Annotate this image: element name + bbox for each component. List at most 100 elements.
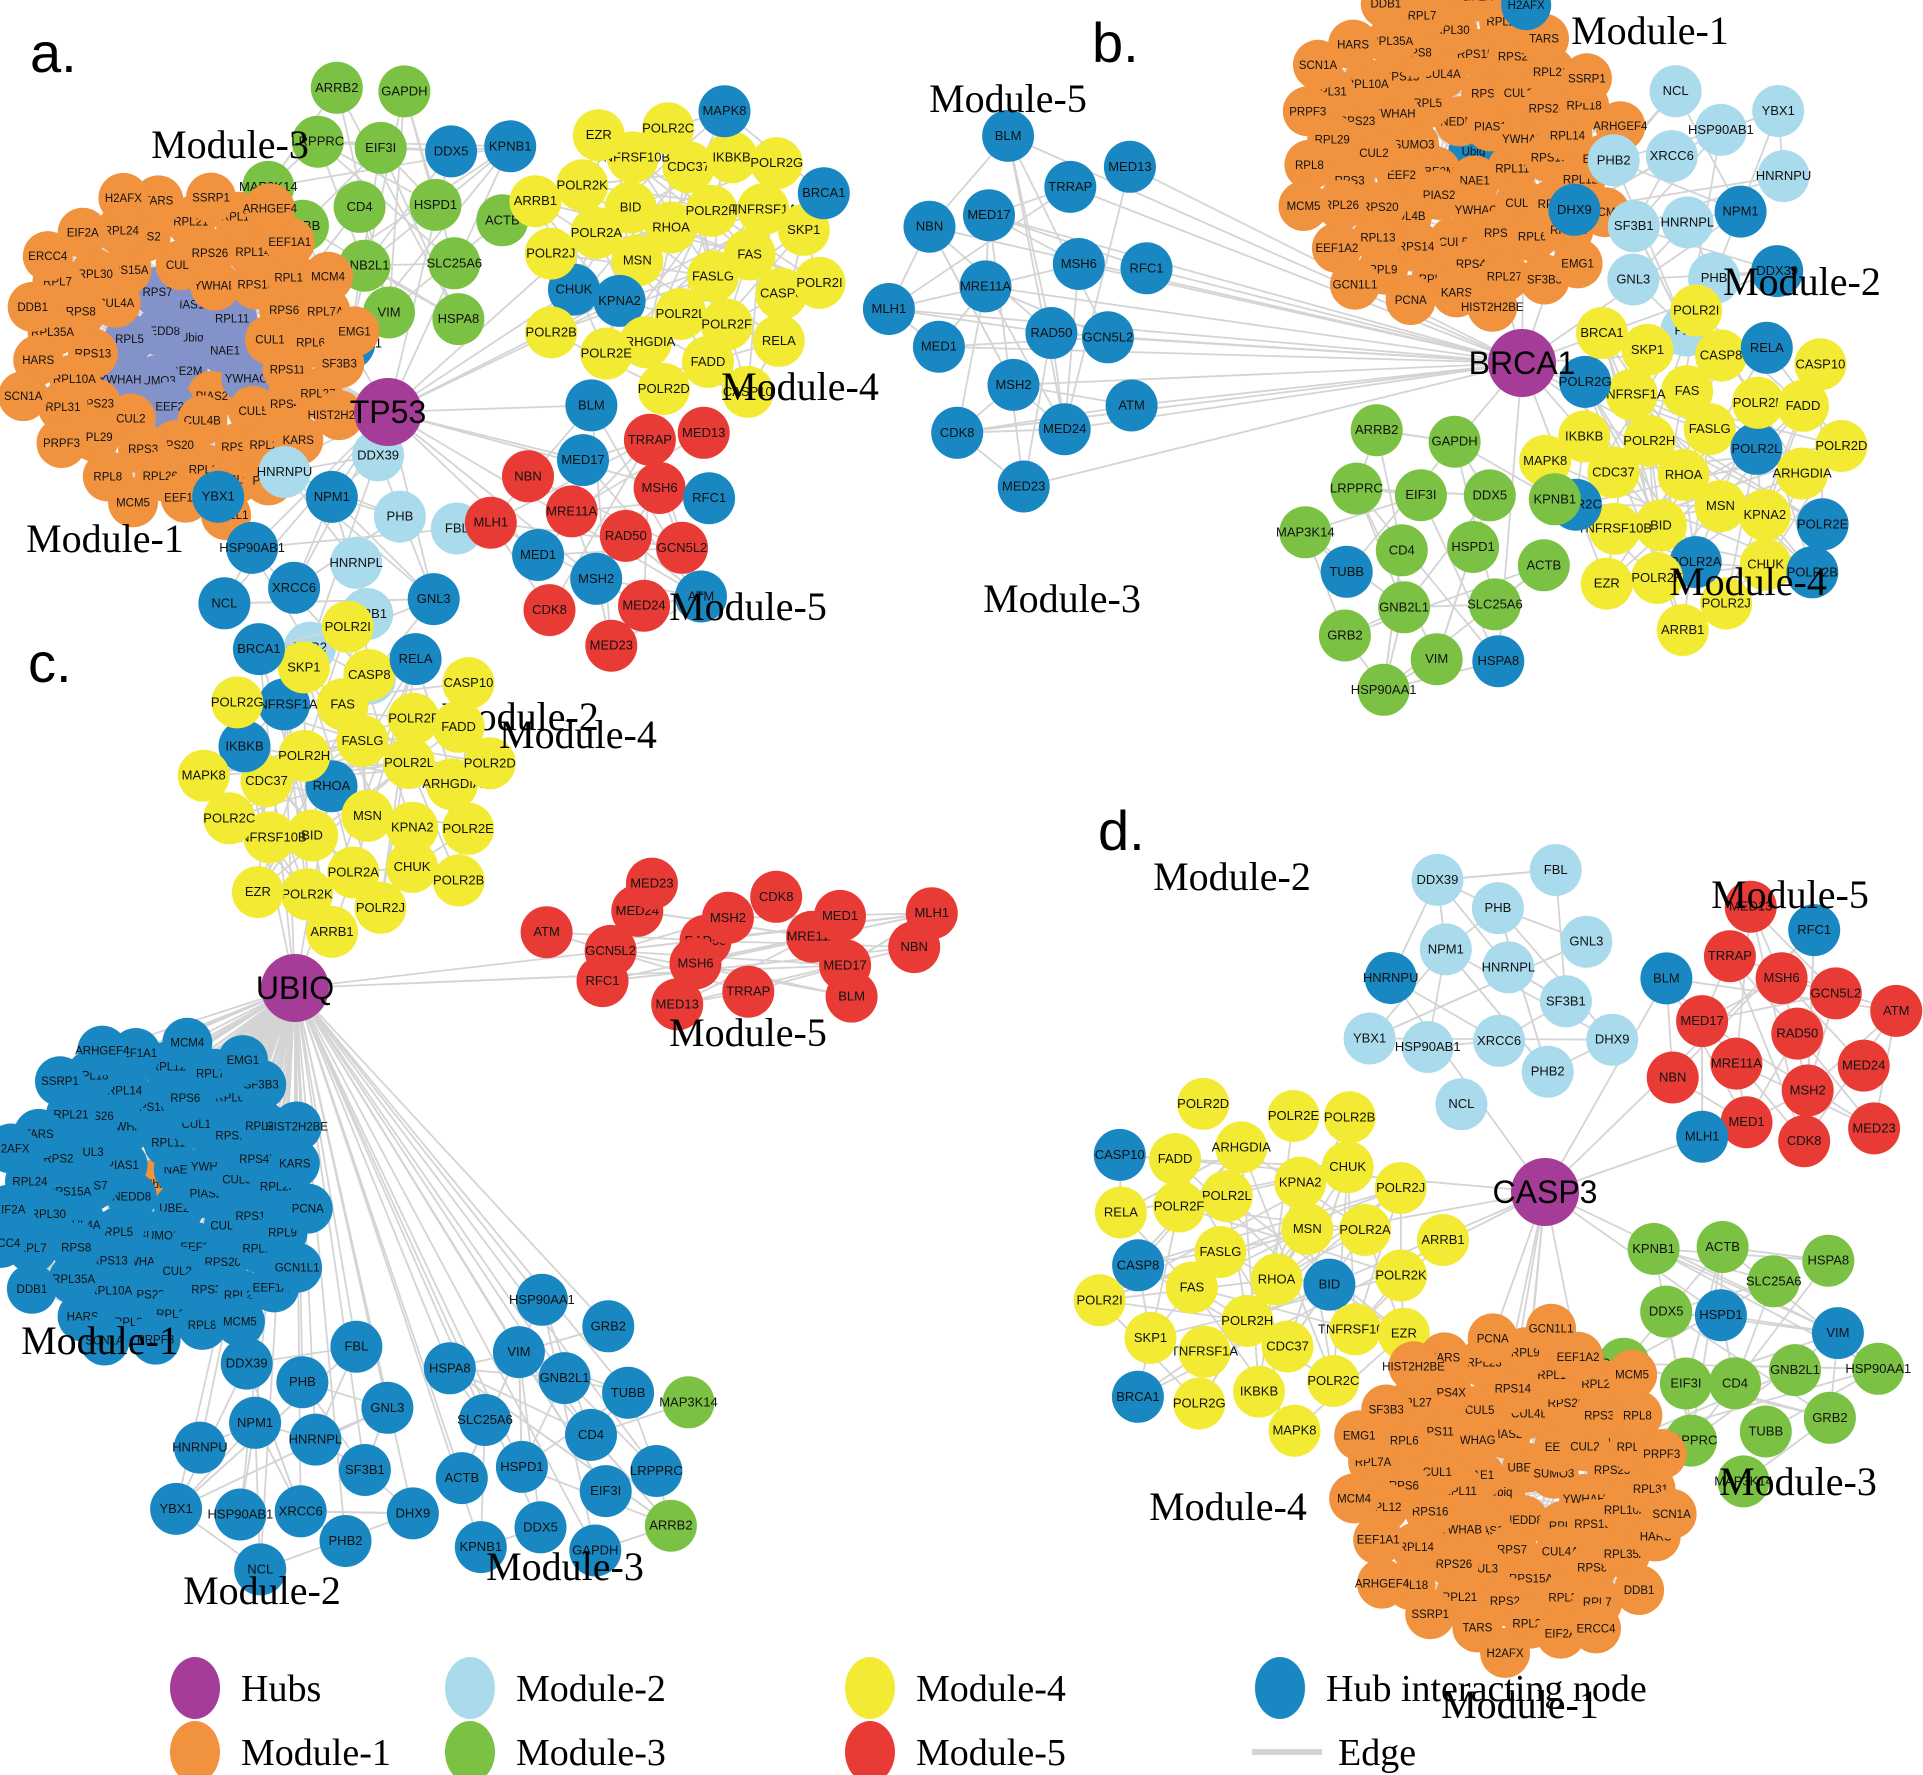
node-circle[interactable] (912, 320, 965, 373)
node-BID[interactable]: BID (1634, 499, 1687, 552)
node-FADD[interactable]: FADD (682, 335, 734, 388)
node-circle[interactable] (722, 965, 775, 1018)
node-circle[interactable] (278, 729, 331, 782)
node-TNFRSF10B[interactable]: TNFRSF10B (1318, 1303, 1392, 1356)
node-circle[interactable] (1094, 1186, 1147, 1239)
node-MED23[interactable]: MED23 (1848, 1102, 1901, 1155)
node-POLR2I[interactable]: POLR2I (1073, 1274, 1126, 1327)
node-circle[interactable] (108, 477, 158, 528)
node-ARHGEF4[interactable]: ARHGEF4 (243, 183, 298, 234)
node-circle[interactable] (1517, 539, 1570, 592)
node-HSP90AA1[interactable]: HSP90AA1 (509, 1273, 575, 1326)
node-POLR2L[interactable]: POLR2L (383, 737, 435, 789)
node-RPL14[interactable]: RPL14 (1391, 1522, 1442, 1573)
node-circle[interactable] (1480, 1627, 1531, 1678)
node-EIF3I[interactable]: EIF3I (354, 121, 407, 174)
node-circle[interactable] (630, 1445, 683, 1497)
node-RAD50[interactable]: RAD50 (1025, 307, 1078, 359)
node-circle[interactable] (1634, 499, 1687, 552)
node-SSRP1[interactable]: SSRP1 (186, 172, 236, 223)
node-EIF3I[interactable]: EIF3I (1659, 1357, 1712, 1410)
node-CDK8[interactable]: CDK8 (523, 584, 576, 637)
node-circle[interactable] (1558, 410, 1611, 463)
node-circle[interactable] (268, 561, 321, 614)
node-HIST2H2BE[interactable]: HIST2H2BE (265, 1101, 328, 1152)
node-circle[interactable] (1529, 844, 1582, 896)
node-circle[interactable] (651, 978, 704, 1031)
node-KPNB1[interactable]: KPNB1 (1627, 1222, 1680, 1275)
node-circle[interactable] (523, 584, 576, 637)
node-circle[interactable] (1614, 1565, 1665, 1615)
node-circle[interactable] (1526, 1303, 1577, 1354)
node-circle[interactable] (611, 234, 664, 287)
node-POLR2A[interactable]: POLR2A (1339, 1204, 1391, 1256)
node-GNL3[interactable]: GNL3 (1560, 915, 1613, 968)
node-circle[interactable] (1081, 311, 1134, 364)
node-POLR2K[interactable]: POLR2K (1375, 1249, 1427, 1302)
node-circle[interactable] (343, 649, 396, 702)
node-ERCC4[interactable]: ERCC4 (22, 231, 73, 282)
node-circle[interactable] (656, 521, 708, 574)
node-circle[interactable] (1646, 1488, 1697, 1539)
node-YBX1[interactable]: YBX1 (1752, 85, 1805, 137)
node-HSP90AB1[interactable]: HSP90AB1 (219, 521, 285, 574)
node-circle[interactable] (1153, 1180, 1206, 1233)
node-circle[interactable] (1378, 581, 1431, 634)
node-circle[interactable] (662, 141, 715, 194)
node-POLR2B[interactable]: POLR2B (525, 306, 578, 359)
node-MED13[interactable]: MED13 (1724, 880, 1777, 933)
node-NPM1[interactable]: NPM1 (229, 1396, 282, 1449)
node-MLH1[interactable]: MLH1 (862, 283, 915, 335)
node-circle[interactable] (645, 201, 697, 254)
node-CASP8[interactable]: CASP8 (1695, 329, 1748, 382)
node-circle[interactable] (1268, 1404, 1321, 1457)
node-circle[interactable] (1274, 1156, 1327, 1209)
node-circle[interactable] (386, 841, 438, 893)
node-RFC1[interactable]: RFC1 (1120, 242, 1173, 295)
node-circle[interactable] (341, 789, 394, 842)
node-SF3B1[interactable]: SF3B1 (1607, 200, 1660, 253)
node-GAPDH[interactable]: GAPDH (378, 65, 431, 118)
node-DHX9[interactable]: DHX9 (386, 1487, 439, 1540)
node-POLR2L[interactable]: POLR2L (1200, 1170, 1253, 1223)
node-RPL8[interactable]: RPL8 (1284, 139, 1335, 190)
node-CDK8[interactable]: CDK8 (1778, 1115, 1831, 1168)
node-circle[interactable] (538, 1352, 591, 1405)
node-circle[interactable] (1334, 1410, 1385, 1461)
node-circle[interactable] (579, 1465, 632, 1518)
node-MSH2[interactable]: MSH2 (1781, 1064, 1834, 1117)
node-circle[interactable] (303, 251, 354, 302)
node-BID[interactable]: BID (1303, 1258, 1356, 1311)
node-SCN1A[interactable]: SCN1A (79, 1315, 130, 1366)
node-circle[interactable] (1278, 181, 1329, 231)
node-circle[interactable] (1803, 1391, 1856, 1444)
node-MED24[interactable]: MED24 (618, 579, 670, 632)
node-DDB1[interactable]: DDB1 (6, 1263, 57, 1314)
node-RELA[interactable]: RELA (752, 314, 805, 367)
node-TNFRSF1A[interactable]: TNFRSF1A (730, 183, 798, 236)
node-HSPD1[interactable]: HSPD1 (1694, 1289, 1747, 1342)
node-DHX9[interactable]: DHX9 (1586, 1013, 1639, 1066)
node-circle[interactable] (982, 109, 1035, 162)
node-MED17[interactable]: MED17 (557, 434, 609, 487)
node-circle[interactable] (6, 1263, 57, 1314)
node-MSN[interactable]: MSN (1281, 1203, 1334, 1255)
node-circle[interactable] (1724, 880, 1777, 933)
node-circle[interactable] (1587, 446, 1640, 499)
node-circle[interactable] (1560, 915, 1613, 968)
node-circle[interactable] (314, 390, 364, 441)
node-MAP3K14[interactable]: MAP3K14 (659, 1376, 718, 1429)
node-circle[interactable] (1776, 447, 1829, 500)
node-TUBB[interactable]: TUBB (1320, 545, 1373, 598)
node-circle[interactable] (354, 121, 407, 174)
node-circle[interactable] (1623, 414, 1676, 467)
node-TNFRSF10B[interactable]: TNFRSF10B (1578, 502, 1652, 555)
node-YBX1[interactable]: YBX1 (150, 1482, 203, 1535)
node-circle[interactable] (463, 737, 516, 790)
node-circle[interactable] (177, 749, 230, 802)
node-MSH6[interactable]: MSH6 (1755, 952, 1808, 1005)
node-circle[interactable] (1501, 0, 1552, 31)
node-circle[interactable] (1709, 1357, 1761, 1410)
node-circle[interactable] (1710, 1037, 1763, 1090)
node-circle[interactable] (1752, 85, 1805, 137)
